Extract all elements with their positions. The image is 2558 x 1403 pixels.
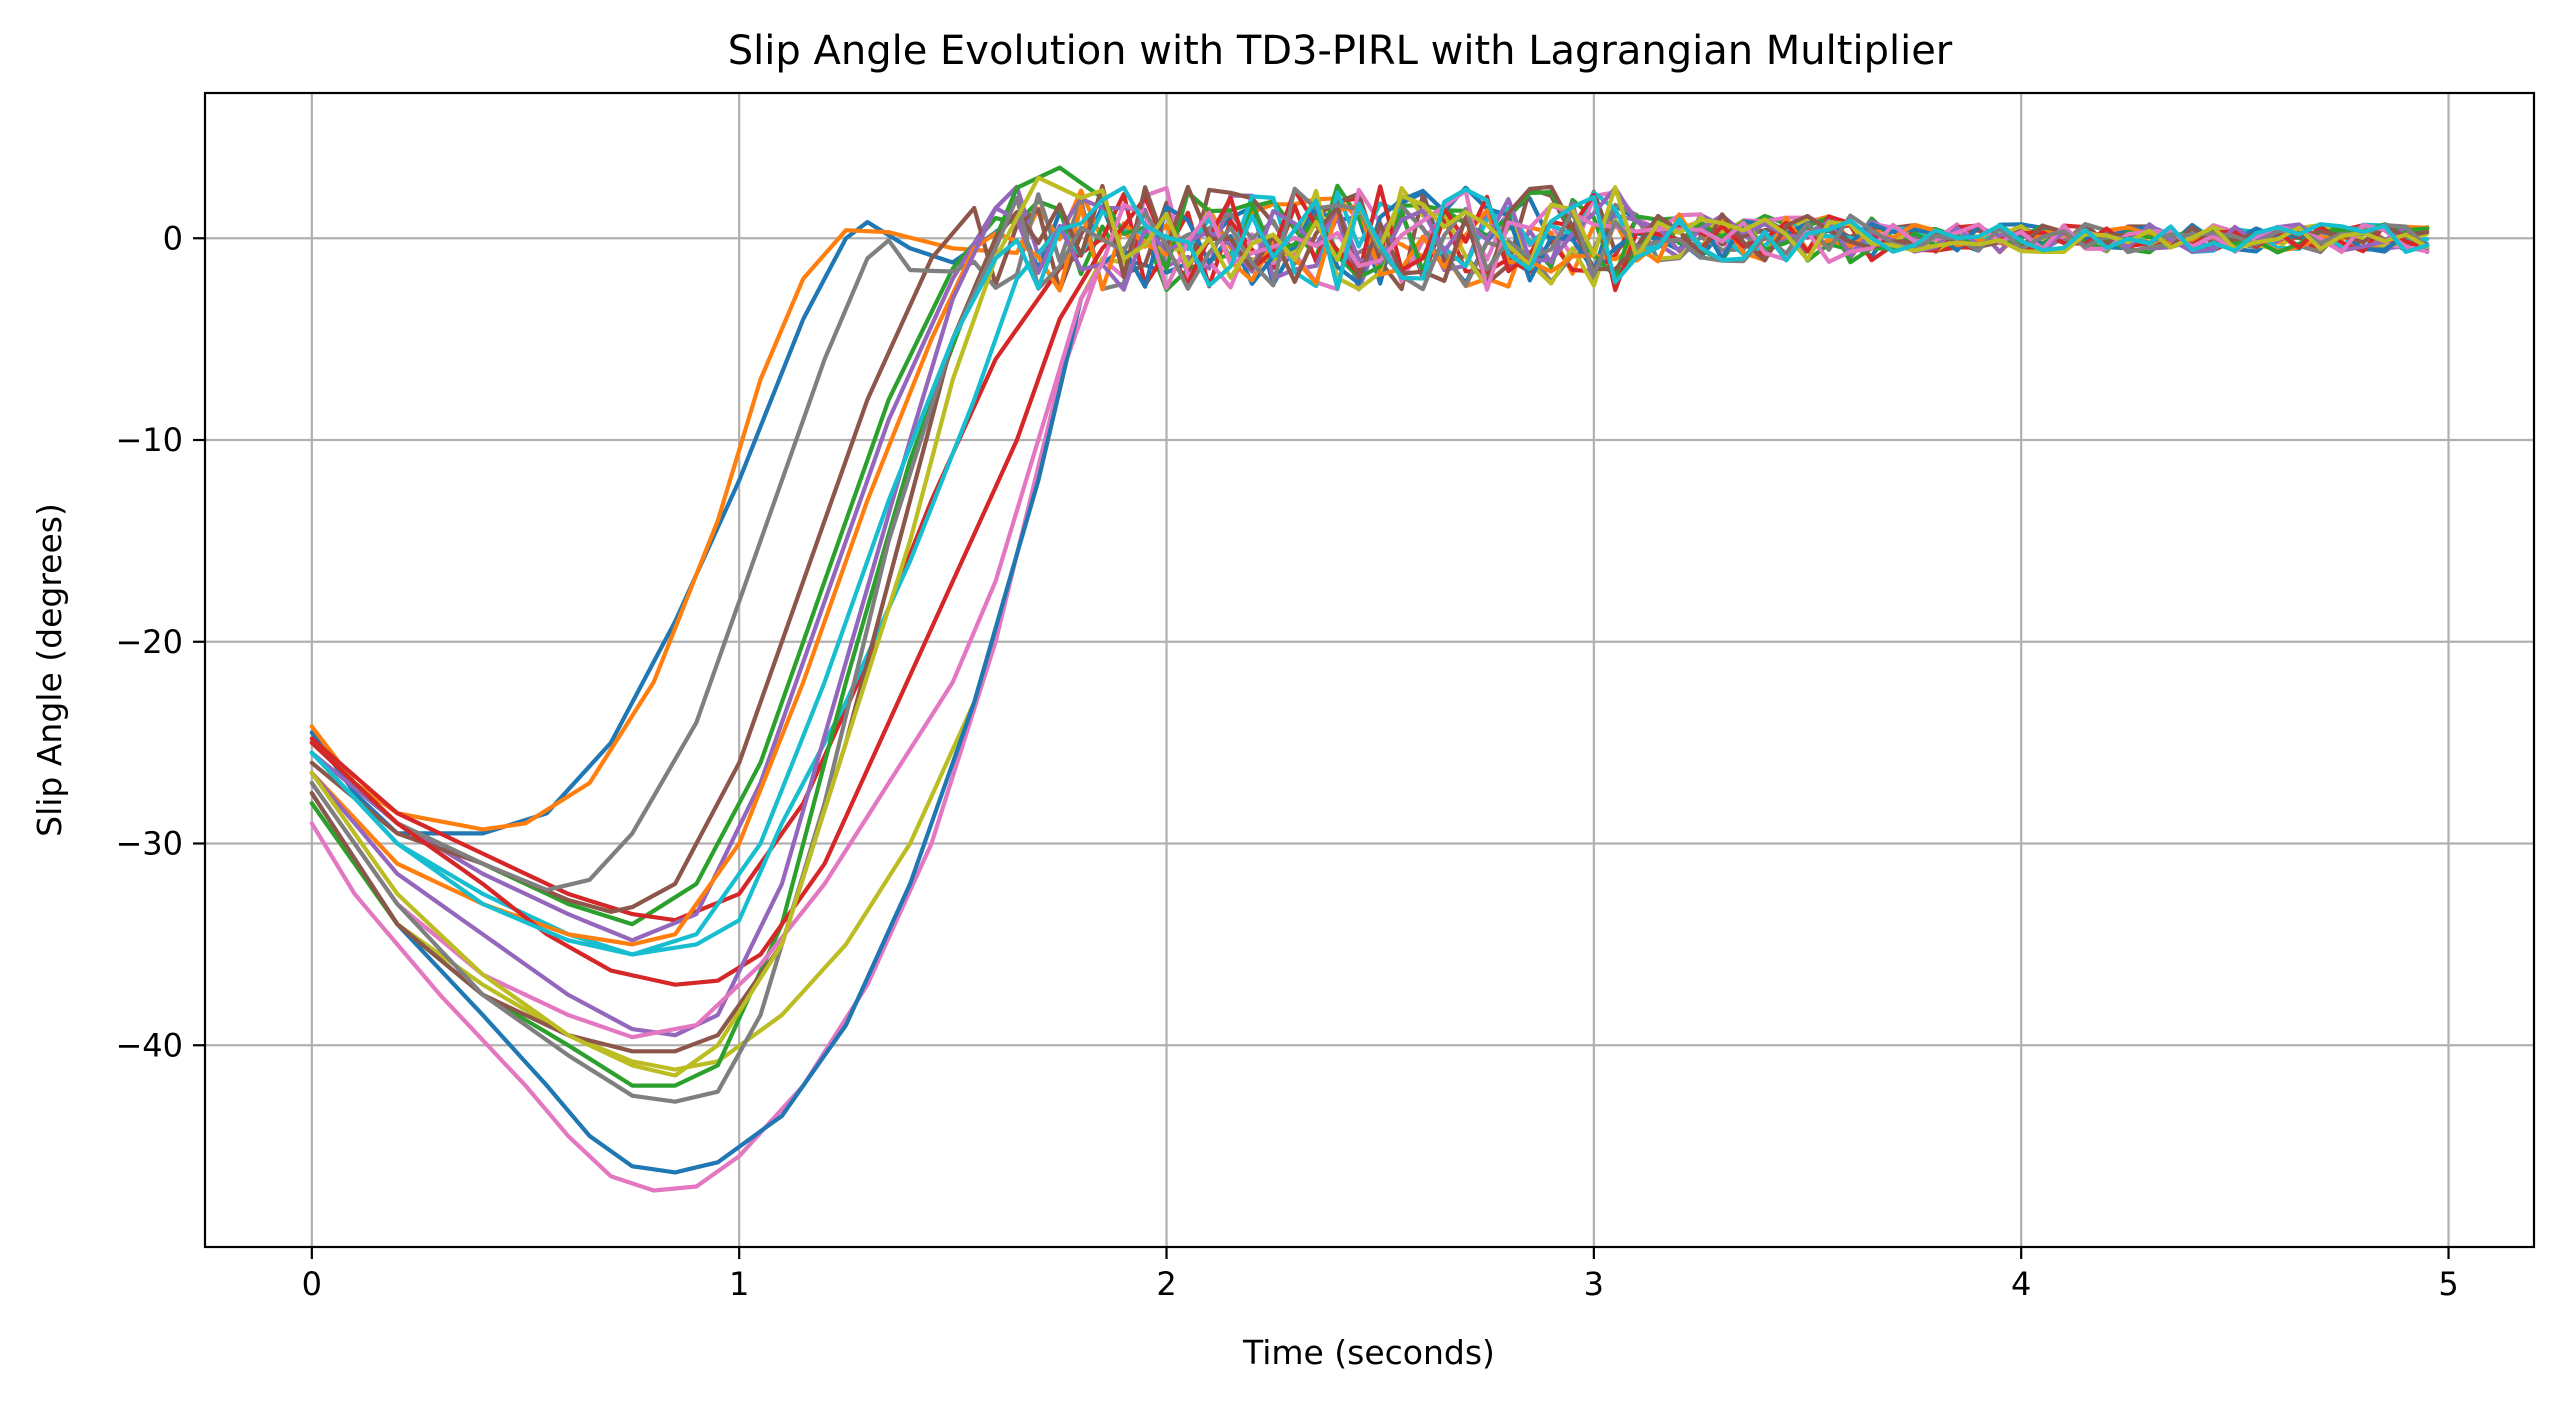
x-tick-label: 4 [2011,1265,2031,1303]
x-axis-label: Time (seconds) [1242,1333,1495,1372]
chart-title: Slip Angle Evolution with TD3-PIRL with … [728,28,1953,74]
y-tick-label: 0 [163,219,183,257]
x-tick-label: 1 [729,1265,749,1303]
x-tick-label: 0 [302,1265,322,1303]
y-tick-label: −40 [115,1026,183,1064]
y-tick-label: −20 [115,623,183,661]
y-tick-label: −10 [115,421,183,459]
y-axis-label: Slip Angle (degrees) [30,503,69,837]
x-tick-label: 2 [1156,1265,1176,1303]
tick-layer: 0 1 2 3 4 5 −40 −30 −20 −10 0 [115,219,2458,1303]
series-line-20 [309,185,2430,957]
plot-frame [203,91,2536,1249]
x-tick-label: 5 [2438,1265,2458,1303]
y-tick-label: −30 [115,825,183,863]
x-tick-label: 3 [1584,1265,1604,1303]
series-layer [309,165,2430,1193]
